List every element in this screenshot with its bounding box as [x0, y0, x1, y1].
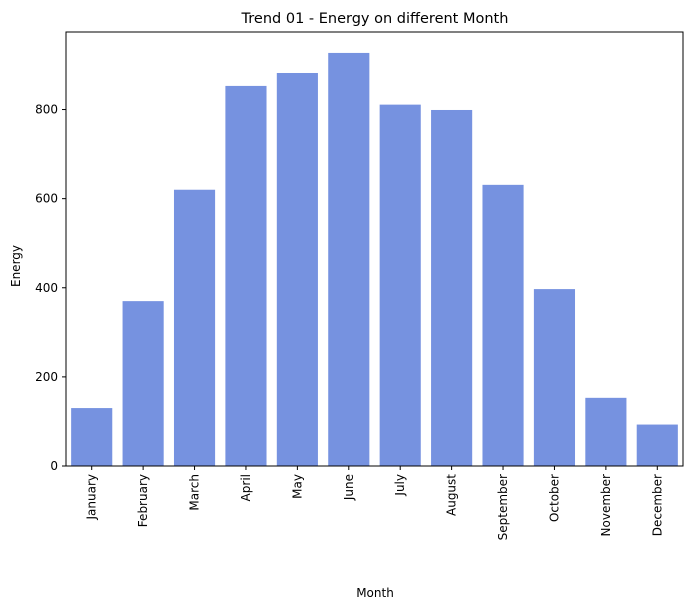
bar-november: [585, 397, 627, 466]
x-axis-label: Month: [356, 586, 394, 600]
x-tick-label: May: [290, 474, 304, 499]
plot-frame: [65, 31, 684, 467]
bar-march: [173, 189, 216, 467]
y-tick-label: 600: [35, 192, 58, 206]
x-tick-label: June: [342, 474, 356, 501]
y-tick-label: 200: [35, 370, 58, 384]
x-tick-label: October: [547, 474, 561, 522]
y-tick-label: 400: [35, 281, 58, 295]
y-axis-label: Energy: [9, 245, 23, 287]
bar-december: [636, 424, 678, 466]
bar-august: [431, 109, 473, 466]
y-axis-ticks: 0 200 400 600 800: [35, 103, 66, 473]
x-tick-label: November: [599, 474, 613, 536]
x-tick-label: December: [650, 474, 664, 536]
bar-april: [225, 85, 267, 467]
bars-layer: [71, 52, 678, 467]
x-tick-label: March: [188, 474, 202, 511]
y-tick-label: 0: [50, 459, 58, 473]
x-tick-label: July: [393, 474, 407, 497]
x-tick-label: February: [136, 474, 150, 527]
x-tick-label: January: [85, 474, 99, 521]
bar-september: [482, 184, 524, 466]
x-tick-label: September: [496, 474, 510, 540]
bar-january: [71, 408, 113, 466]
bar-october: [533, 289, 576, 466]
bar-june: [328, 52, 370, 466]
chart-title: Trend 01 - Energy on different Month: [241, 11, 509, 27]
bar-july: [379, 104, 421, 466]
x-tick-label: August: [445, 474, 459, 516]
bar-may: [276, 72, 318, 467]
x-axis-ticks: January February March April May June July Augu…: [85, 466, 664, 540]
x-tick-label: April: [239, 474, 253, 501]
bar-february: [122, 301, 164, 466]
y-tick-label: 800: [35, 103, 58, 117]
